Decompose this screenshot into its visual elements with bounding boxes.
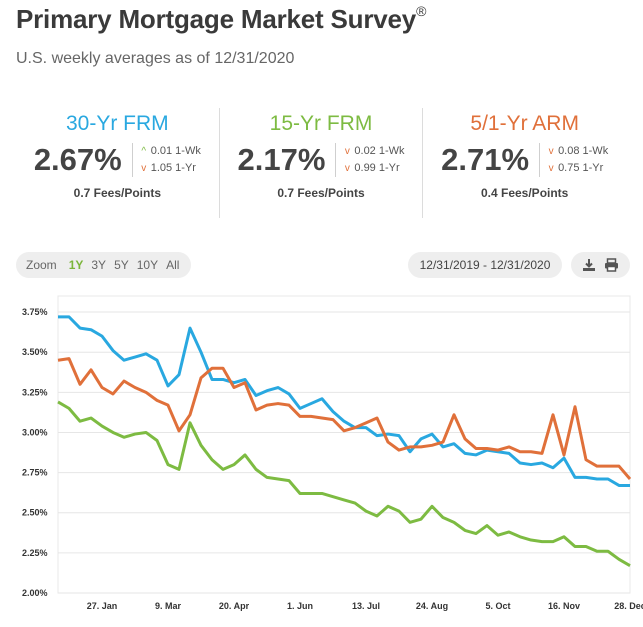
fees-points: 0.4 Fees/Points	[480, 186, 569, 200]
card-title: 5/1-Yr ARM	[470, 112, 579, 135]
y-tick-label: 2.50%	[22, 508, 48, 518]
series-line-5-1-yr-arm	[57, 357, 632, 480]
date-range-picker[interactable]: 12/31/2019 - 12/31/2020	[408, 252, 562, 278]
rate-changes: v 0.02 1-Wk v 0.99 1-Yr	[335, 143, 405, 177]
current-rate: 2.67%	[33, 142, 122, 177]
plot-area	[57, 295, 631, 594]
rate-changes: ^ 0.01 1-Wk v 1.05 1-Yr	[131, 143, 201, 177]
card-5-1-arm: 5/1-Yr ARM 2.71% v 0.08 1-Wk v 0.75 1-Yr 0…	[422, 108, 626, 218]
download-icon[interactable]	[582, 258, 596, 272]
y-tick-label: 2.00%	[22, 588, 48, 598]
current-rate: 2.71%	[441, 142, 530, 177]
week-change: 0.08 1-Wk	[558, 145, 609, 157]
fees-points: 0.7 Fees/Points	[277, 186, 365, 200]
year-change-icon: v	[344, 163, 350, 174]
week-change-icon: v	[344, 146, 350, 157]
page-subtitle: U.S. weekly averages as of 12/31/2020	[16, 50, 295, 67]
zoom-label: Zoom	[26, 258, 57, 272]
export-controls	[571, 252, 630, 278]
week-change-icon: v	[548, 146, 554, 157]
x-tick-label: 13. Jul	[352, 601, 380, 611]
page-title: Primary Mortgage Market Survey®	[16, 3, 427, 34]
y-tick-label: 3.25%	[22, 387, 48, 397]
y-tick-label: 3.00%	[22, 427, 48, 437]
chart-toolbar: Zoom 1Y 3Y 5Y 10Y All 12/31/2019 - 12/31…	[16, 252, 630, 278]
mortgage-rate-chart: 2.00% 2.25% 2.50% 2.75% 3.00% 3.25% 3.50% 3.75%…	[22, 295, 643, 611]
card-30yr-frm: 30-Yr FRM 2.67% ^ 0.01 1-Wk v 1.05 1-Yr 0.…	[16, 108, 219, 218]
y-tick-label: 2.25%	[22, 548, 48, 558]
print-icon[interactable]	[604, 258, 619, 272]
zoom-1y-button[interactable]: 1Y	[68, 258, 84, 272]
y-tick-label: 2.75%	[22, 468, 48, 478]
week-change-icon: ^	[141, 146, 147, 157]
fees-points: 0.7 Fees/Points	[73, 186, 162, 200]
current-rate: 2.17%	[237, 142, 326, 177]
rate-changes: v 0.08 1-Wk v 0.75 1-Yr	[539, 143, 608, 177]
zoom-selector: Zoom 1Y 3Y 5Y 10Y All	[16, 252, 192, 278]
zoom-10y-button[interactable]: 10Y	[136, 258, 159, 272]
series-line-15-yr-frm	[57, 400, 631, 568]
x-tick-label: 27. Jan	[87, 601, 118, 611]
year-change-icon: v	[141, 163, 147, 174]
x-tick-label: 24. Aug	[416, 601, 448, 611]
zoom-3y-button[interactable]: 3Y	[91, 258, 107, 272]
year-change: 0.75 1-Yr	[558, 162, 604, 174]
year-change: 1.05 1-Yr	[150, 162, 196, 174]
x-tick-label: 1. Jun	[287, 601, 313, 611]
rate-summary-cards: 30-Yr FRM 2.67% ^ 0.01 1-Wk v 1.05 1-Yr 0.…	[16, 108, 626, 218]
week-change: 0.02 1-Wk	[354, 145, 405, 157]
x-tick-label: 16. Nov	[548, 601, 580, 611]
x-tick-label: 9. Mar	[155, 601, 182, 611]
y-tick-label: 3.75%	[22, 307, 48, 317]
zoom-all-button[interactable]: All	[166, 258, 180, 272]
card-title: 15-Yr FRM	[269, 112, 373, 135]
zoom-5y-button[interactable]: 5Y	[114, 258, 129, 272]
y-tick-label: 3.50%	[22, 347, 48, 357]
card-15yr-frm: 15-Yr FRM 2.17% v 0.02 1-Wk v 0.99 1-Yr 0.…	[218, 108, 423, 218]
x-tick-label: 20. Apr	[219, 601, 250, 611]
registered-mark: ®	[416, 3, 427, 20]
series-line-30-yr-frm	[58, 315, 630, 487]
week-change: 0.01 1-Wk	[150, 145, 201, 157]
x-tick-label: 5. Oct	[485, 601, 510, 611]
x-tick-label: 28. Dec	[614, 601, 643, 611]
year-change: 0.99 1-Yr	[354, 162, 400, 174]
card-title: 30-Yr FRM	[65, 112, 169, 135]
year-change-icon: v	[548, 163, 554, 174]
